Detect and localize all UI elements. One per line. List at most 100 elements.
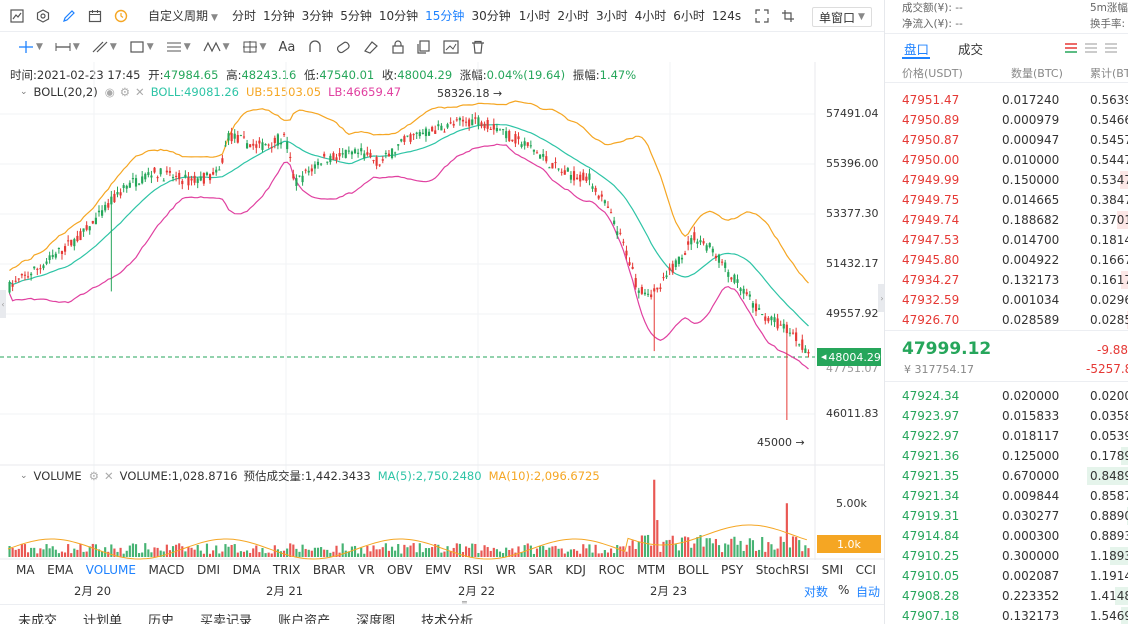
bid-row[interactable]: 47921.36 0.125000 0.17895 (885, 446, 1128, 466)
period-6[interactable]: 30分钟 (471, 9, 511, 23)
crosshair-tool[interactable]: ▼ (18, 40, 43, 54)
left-collapse-handle[interactable]: ‹ (0, 290, 6, 318)
clock-icon[interactable] (112, 7, 130, 25)
ask-row[interactable]: 47949.75 0.014665 0.38476 (885, 190, 1128, 210)
period-3[interactable]: 5分钟 (340, 9, 372, 23)
bid-row[interactable]: 47919.31 0.030277 0.88907 (885, 506, 1128, 526)
period-10[interactable]: 4小时 (634, 9, 667, 23)
period-12[interactable]: 124s (711, 8, 742, 23)
period-9[interactable]: 3小时 (596, 9, 628, 23)
indicator-roc[interactable]: ROC (598, 563, 625, 577)
ask-row[interactable]: 47950.87 0.000947 0.54571 (885, 130, 1128, 150)
bid-row[interactable]: 47908.28 0.223352 1.41481 (885, 586, 1128, 606)
ask-row[interactable]: 47945.80 0.004922 0.16671 (885, 250, 1128, 270)
indicator-mtm[interactable]: MTM (637, 563, 666, 577)
bid-row[interactable]: 47923.97 0.015833 0.03583 (885, 406, 1128, 426)
indicator-ema[interactable]: EMA (47, 563, 74, 577)
wave-tool[interactable]: ▼ (203, 40, 230, 54)
indicator-volume[interactable]: VOLUME (85, 563, 136, 577)
draw-pen-icon[interactable] (60, 7, 78, 25)
delete-tool[interactable] (471, 40, 485, 54)
parallel-tool[interactable]: ▼ (92, 40, 117, 54)
tab-plan-orders[interactable]: 计划单 (83, 614, 123, 624)
period-1[interactable]: 1分钟 (262, 9, 295, 23)
lock-tool[interactable] (391, 40, 405, 54)
ask-row[interactable]: 47947.53 0.014700 0.18141 (885, 230, 1128, 250)
settings-icon[interactable]: ⚙ (119, 85, 131, 99)
ask-row[interactable]: 47926.70 0.028589 0.02858 (885, 310, 1128, 330)
log-scale-button[interactable]: 对数 (804, 585, 829, 599)
bid-row[interactable]: 47914.84 0.000300 0.88937 (885, 526, 1128, 546)
indicator-stochrsi[interactable]: StochRSI (755, 563, 810, 577)
indicator-psy[interactable]: PSY (721, 563, 744, 577)
percent-scale-button[interactable]: % (838, 583, 850, 597)
indicator-brar[interactable]: BRAR (312, 563, 346, 577)
bid-row[interactable]: 47924.34 0.020000 0.02000 (885, 386, 1128, 406)
indicator-dmi[interactable]: DMI (196, 563, 221, 577)
tab-trades[interactable]: 买卖记录 (200, 614, 253, 624)
bid-row[interactable]: 47907.18 0.132173 1.54698 (885, 606, 1128, 624)
ask-row[interactable]: 47950.89 0.000979 0.54669 (885, 110, 1128, 130)
bid-row[interactable]: 47921.34 0.009844 0.85879 (885, 486, 1128, 506)
ask-row[interactable]: 47950.00 0.010000 0.54476 (885, 150, 1128, 170)
ask-row[interactable]: 47949.99 0.150000 0.53476 (885, 170, 1128, 190)
bid-row[interactable]: 47922.97 0.018117 0.05395 (885, 426, 1128, 446)
indicator-kdj[interactable]: KDJ (565, 563, 586, 577)
tab-orderbook[interactable]: 盘口 (904, 42, 930, 57)
both-view-icon[interactable] (1065, 42, 1077, 57)
lock-draw-tool[interactable] (335, 40, 351, 54)
window-mode-select[interactable]: 单窗口 ▼ (812, 7, 872, 27)
bids-view-icon[interactable] (1085, 42, 1097, 57)
indicator-wr[interactable]: WR (495, 563, 516, 577)
tab-history[interactable]: 历史 (148, 614, 175, 624)
drag-handle-icon[interactable]: ═ (462, 598, 467, 607)
indicator-rsi[interactable]: RSI (463, 563, 484, 577)
period-7[interactable]: 1小时 (518, 9, 551, 23)
indicator-ma[interactable]: MA (16, 563, 35, 577)
ask-row[interactable]: 47932.59 0.001034 0.02962 (885, 290, 1128, 310)
indicator-dma[interactable]: DMA (232, 563, 261, 577)
fib-tool[interactable]: ▼ (166, 40, 191, 54)
rect-tool[interactable]: ▼ (129, 40, 154, 54)
period-11[interactable]: 6小时 (673, 9, 705, 23)
period-2[interactable]: 3分钟 (301, 9, 334, 23)
indicator-smi[interactable]: SMI (821, 563, 844, 577)
settings-icon[interactable]: ⚙ (88, 469, 100, 483)
copy-tool[interactable] (417, 40, 431, 54)
period-5[interactable]: 15分钟 (425, 9, 465, 23)
hline-tool[interactable]: ▼ (55, 40, 80, 54)
tab-trades-list[interactable]: 成交 (958, 42, 984, 57)
bid-row[interactable]: 47910.05 0.002087 1.19145 (885, 566, 1128, 586)
tab-depth[interactable]: 深度图 (356, 614, 396, 624)
candlestick-chart[interactable] (0, 62, 884, 560)
screenshot-icon[interactable] (779, 7, 797, 25)
indicator-trix[interactable]: TRIX (272, 563, 301, 577)
period-0[interactable]: 分时 (231, 9, 256, 23)
ask-row[interactable]: 47949.74 0.188682 0.37010 (885, 210, 1128, 230)
bid-row[interactable]: 47921.35 0.670000 0.84895 (885, 466, 1128, 486)
tab-assets[interactable]: 账户资产 (278, 614, 331, 624)
auto-scale-button[interactable]: 自动 (856, 585, 881, 599)
tab-open-orders[interactable]: 未成交 (18, 614, 58, 624)
indicator-cci[interactable]: CCI (855, 563, 876, 577)
fullscreen-icon[interactable] (753, 7, 771, 25)
collapse-icon[interactable]: ⌄ (20, 87, 28, 97)
measure-tool[interactable]: ▼ (242, 40, 266, 54)
indicator-obv[interactable]: OBV (387, 563, 413, 577)
settings-hex-icon[interactable] (34, 7, 52, 25)
asks-view-icon[interactable] (1105, 42, 1117, 57)
collapse-icon[interactable]: ⌄ (20, 471, 28, 481)
indicator-vr[interactable]: VR (357, 563, 375, 577)
close-icon[interactable]: ✕ (104, 469, 114, 483)
ask-row[interactable]: 47951.47 0.017240 0.56393 (885, 90, 1128, 110)
hide-tool[interactable] (443, 40, 459, 54)
magnet-tool[interactable] (307, 40, 323, 54)
eraser-tool[interactable] (363, 40, 379, 54)
close-icon[interactable]: ✕ (135, 85, 145, 99)
right-collapse-handle[interactable]: › (878, 284, 886, 312)
indicator-boll[interactable]: BOLL (677, 563, 709, 577)
custom-period-select[interactable]: 自定义周期 ▼ (148, 7, 218, 24)
eye-icon[interactable]: ◉ (104, 85, 115, 99)
bid-row[interactable]: 47910.25 0.300000 1.18937 (885, 546, 1128, 566)
calendar-icon[interactable] (86, 7, 104, 25)
